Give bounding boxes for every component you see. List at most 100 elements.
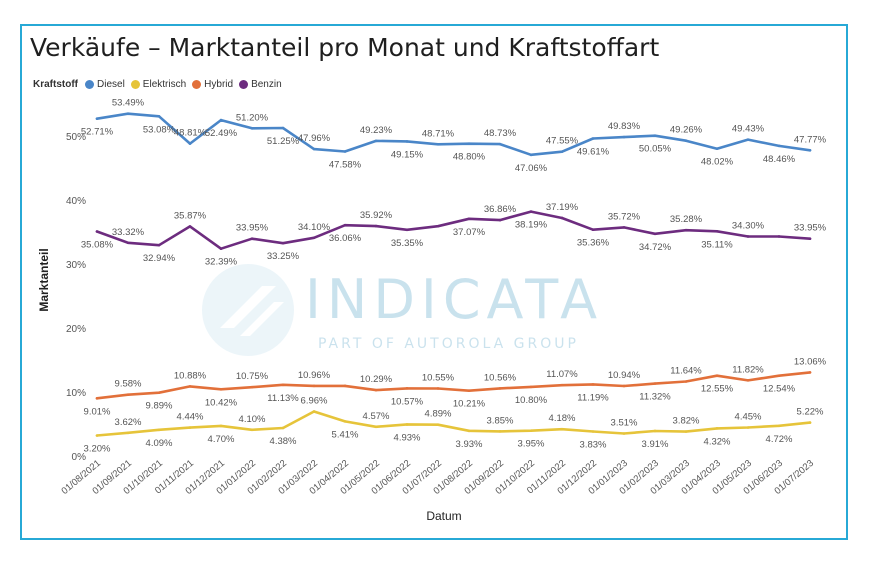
data-point-benzin[interactable] (467, 217, 471, 221)
data-point-hybrid[interactable] (405, 387, 409, 390)
data-point-benzin[interactable] (684, 228, 688, 232)
series-line-hybrid[interactable] (95, 371, 812, 400)
data-point-diesel[interactable] (95, 117, 99, 120)
data-point-benzin[interactable] (715, 229, 719, 233)
data-point-hybrid[interactable] (622, 384, 626, 388)
data-point-diesel[interactable] (219, 118, 223, 122)
data-point-benzin[interactable] (312, 236, 316, 240)
data-point-benzin[interactable] (157, 243, 161, 247)
data-point-diesel[interactable] (436, 142, 440, 146)
data-point-diesel[interactable] (560, 150, 564, 153)
legend-item-benzin[interactable]: Benzin (239, 79, 282, 90)
data-point-elektrisch[interactable] (312, 410, 316, 413)
data-point-elektrisch[interactable] (405, 423, 409, 426)
data-point-elektrisch[interactable] (746, 426, 750, 429)
data-point-elektrisch[interactable] (591, 430, 595, 433)
data-point-hybrid[interactable] (250, 385, 254, 389)
data-point-diesel[interactable] (653, 134, 657, 137)
data-point-elektrisch[interactable] (653, 429, 657, 433)
data-point-benzin[interactable] (529, 210, 533, 213)
data-point-hybrid[interactable] (529, 385, 533, 389)
data-point-benzin[interactable] (653, 232, 657, 236)
data-point-elektrisch[interactable] (281, 426, 285, 430)
data-point-benzin[interactable] (374, 224, 378, 228)
data-point-elektrisch[interactable] (467, 429, 471, 433)
data-point-hybrid[interactable] (157, 391, 161, 395)
data-point-elektrisch[interactable] (374, 425, 378, 429)
data-point-diesel[interactable] (529, 153, 533, 157)
data-point-diesel[interactable] (250, 127, 254, 130)
data-point-diesel[interactable] (684, 139, 688, 143)
data-point-hybrid[interactable] (560, 383, 564, 387)
data-point-benzin[interactable] (777, 235, 781, 238)
data-point-benzin[interactable] (405, 228, 409, 232)
data-point-hybrid[interactable] (374, 388, 378, 392)
data-point-diesel[interactable] (591, 137, 595, 140)
data-point-hybrid[interactable] (591, 383, 595, 386)
series-line-diesel[interactable] (95, 112, 812, 157)
legend-item-diesel[interactable]: Diesel (85, 79, 125, 90)
data-point-elektrisch[interactable] (529, 429, 533, 433)
data-point-benzin[interactable] (808, 237, 812, 241)
data-point-benzin[interactable] (498, 218, 502, 222)
data-point-diesel[interactable] (777, 144, 781, 148)
data-point-diesel[interactable] (405, 140, 409, 143)
data-point-benzin[interactable] (250, 237, 254, 241)
data-point-hybrid[interactable] (126, 393, 130, 396)
data-point-elektrisch[interactable] (157, 428, 161, 432)
data-point-elektrisch[interactable] (250, 428, 254, 432)
data-point-elektrisch[interactable] (219, 424, 223, 428)
data-point-hybrid[interactable] (808, 371, 812, 374)
data-point-elektrisch[interactable] (95, 434, 99, 437)
data-point-diesel[interactable] (467, 142, 471, 145)
data-point-hybrid[interactable] (436, 387, 440, 390)
data-point-hybrid[interactable] (467, 389, 471, 392)
data-point-benzin[interactable] (95, 230, 99, 233)
legend-item-elektrisch[interactable]: Elektrisch (130, 79, 186, 90)
data-point-elektrisch[interactable] (560, 427, 564, 431)
data-point-elektrisch[interactable] (188, 426, 192, 429)
data-point-elektrisch[interactable] (622, 432, 626, 435)
data-point-hybrid[interactable] (219, 388, 223, 391)
data-point-benzin[interactable] (622, 226, 626, 229)
data-point-hybrid[interactable] (343, 384, 347, 388)
data-point-benzin[interactable] (591, 228, 595, 231)
data-point-elektrisch[interactable] (684, 430, 688, 433)
legend-item-hybrid[interactable]: Hybrid (192, 79, 233, 90)
data-point-diesel[interactable] (343, 150, 347, 153)
data-point-elektrisch[interactable] (777, 424, 781, 428)
data-point-elektrisch[interactable] (343, 420, 347, 423)
data-point-hybrid[interactable] (188, 385, 192, 388)
data-point-elektrisch[interactable] (715, 427, 719, 430)
data-point-benzin[interactable] (126, 241, 130, 245)
data-point-hybrid[interactable] (95, 397, 99, 400)
data-point-hybrid[interactable] (684, 380, 688, 383)
data-point-hybrid[interactable] (746, 379, 750, 382)
data-point-benzin[interactable] (746, 235, 750, 238)
data-point-benzin[interactable] (219, 247, 223, 251)
data-point-diesel[interactable] (126, 112, 130, 115)
data-point-elektrisch[interactable] (808, 421, 812, 424)
data-point-hybrid[interactable] (777, 374, 781, 378)
data-point-diesel[interactable] (746, 138, 750, 141)
data-point-diesel[interactable] (622, 135, 626, 139)
data-point-diesel[interactable] (281, 126, 285, 130)
series-line-benzin[interactable] (95, 210, 812, 250)
data-point-hybrid[interactable] (312, 384, 316, 388)
data-point-benzin[interactable] (560, 216, 564, 220)
data-point-elektrisch[interactable] (436, 423, 440, 427)
data-point-hybrid[interactable] (498, 387, 502, 390)
data-point-diesel[interactable] (715, 147, 719, 150)
data-point-benzin[interactable] (436, 224, 440, 228)
data-point-diesel[interactable] (312, 147, 316, 151)
data-point-diesel[interactable] (188, 142, 192, 145)
data-point-hybrid[interactable] (715, 374, 719, 377)
data-point-benzin[interactable] (188, 225, 192, 228)
data-point-diesel[interactable] (157, 114, 161, 118)
data-point-hybrid[interactable] (281, 383, 285, 387)
data-point-diesel[interactable] (374, 139, 378, 143)
data-point-elektrisch[interactable] (498, 430, 502, 433)
data-point-diesel[interactable] (498, 142, 502, 146)
data-point-benzin[interactable] (343, 223, 347, 227)
series-line-elektrisch[interactable] (95, 410, 812, 437)
